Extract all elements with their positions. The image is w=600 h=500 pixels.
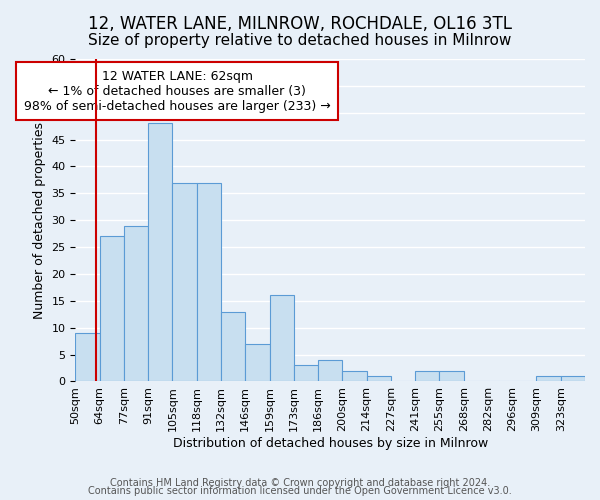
Y-axis label: Number of detached properties: Number of detached properties: [33, 122, 46, 318]
Bar: [172, 182, 197, 382]
Bar: [343, 370, 367, 382]
X-axis label: Distribution of detached houses by size in Milnrow: Distribution of detached houses by size …: [173, 437, 488, 450]
Bar: [100, 236, 124, 382]
Bar: [367, 376, 391, 382]
Bar: [294, 366, 318, 382]
Bar: [561, 376, 585, 382]
Bar: [536, 376, 561, 382]
Bar: [197, 182, 221, 382]
Bar: [245, 344, 269, 382]
Bar: [269, 296, 294, 382]
Bar: [318, 360, 343, 382]
Bar: [439, 370, 464, 382]
Bar: [415, 370, 439, 382]
Bar: [76, 333, 100, 382]
Text: Contains public sector information licensed under the Open Government Licence v3: Contains public sector information licen…: [88, 486, 512, 496]
Text: Contains HM Land Registry data © Crown copyright and database right 2024.: Contains HM Land Registry data © Crown c…: [110, 478, 490, 488]
Text: 12 WATER LANE: 62sqm
← 1% of detached houses are smaller (3)
98% of semi-detache: 12 WATER LANE: 62sqm ← 1% of detached ho…: [24, 70, 331, 112]
Bar: [221, 312, 245, 382]
Text: 12, WATER LANE, MILNROW, ROCHDALE, OL16 3TL: 12, WATER LANE, MILNROW, ROCHDALE, OL16 …: [88, 15, 512, 33]
Bar: [148, 124, 172, 382]
Text: Size of property relative to detached houses in Milnrow: Size of property relative to detached ho…: [88, 32, 512, 48]
Bar: [124, 226, 148, 382]
